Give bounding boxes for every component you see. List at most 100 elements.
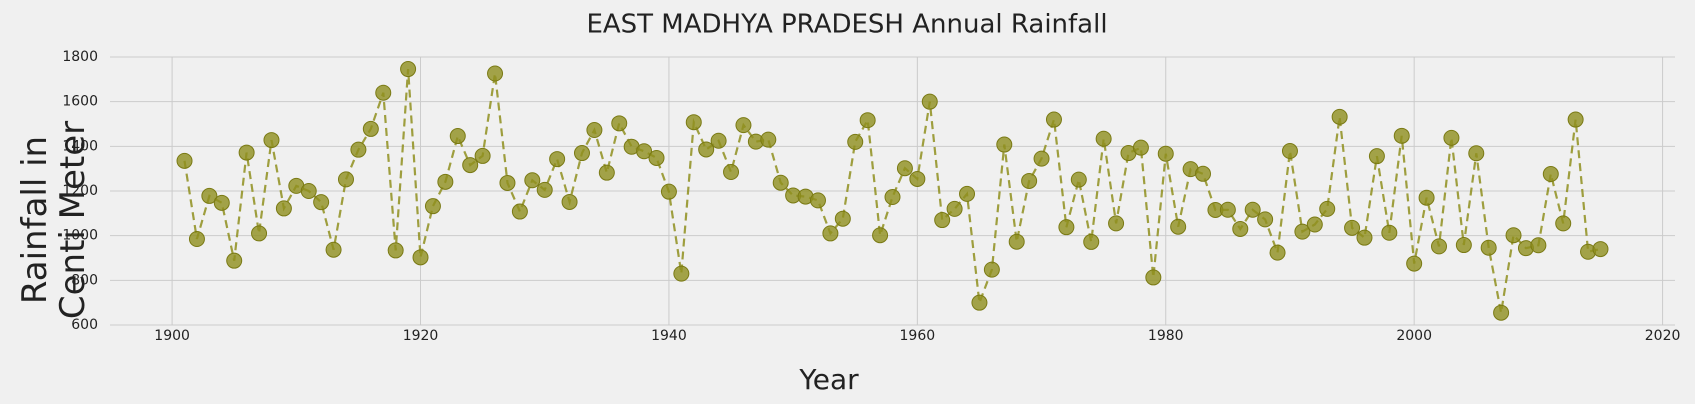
data-point <box>238 144 255 161</box>
data-point <box>996 136 1013 153</box>
data-point <box>337 171 354 188</box>
x-gridlines <box>171 57 1664 325</box>
data-point <box>1145 269 1162 286</box>
data-point <box>636 143 653 160</box>
data-point <box>499 174 516 191</box>
data-point <box>847 133 864 150</box>
data-point <box>1344 219 1361 236</box>
data-point <box>1431 238 1448 255</box>
data-point <box>1157 145 1174 162</box>
data-point <box>462 157 479 174</box>
data-point <box>375 84 392 101</box>
y-tick-label: 1000 <box>62 228 98 244</box>
chart-title: EAST MADHYA PRADESH Annual Rainfall <box>586 10 1107 40</box>
data-point <box>263 132 280 149</box>
data-point <box>213 194 230 211</box>
data-point <box>1505 227 1522 244</box>
y-tick-label: 1200 <box>62 183 98 199</box>
data-point <box>710 132 727 149</box>
y-tick-label: 1800 <box>62 49 98 65</box>
data-point <box>1244 201 1261 218</box>
x-tick-label: 2000 <box>1396 328 1432 344</box>
data-point <box>1555 215 1572 232</box>
data-point <box>188 231 205 248</box>
data-point <box>1418 189 1435 206</box>
data-point <box>1306 216 1323 233</box>
data-point <box>809 192 826 209</box>
data-point <box>350 141 367 158</box>
data-point <box>971 294 988 311</box>
data-point <box>573 145 590 162</box>
data-point <box>1070 171 1087 188</box>
data-point <box>1095 130 1112 147</box>
data-point <box>387 242 404 259</box>
data-point <box>1393 127 1410 144</box>
y-axis-label: Rainfall in Centi Meter <box>15 121 93 319</box>
data-point <box>685 114 702 131</box>
y-axis-label-line-2: Centi Meter <box>53 121 93 319</box>
data-point <box>723 164 740 181</box>
data-point <box>1542 166 1559 183</box>
data-point <box>1406 255 1423 272</box>
data-point <box>921 93 938 110</box>
y-tick-label: 1600 <box>62 94 98 110</box>
data-point <box>1294 223 1311 240</box>
y-tick-label: 1400 <box>62 138 98 154</box>
data-point <box>1592 241 1609 258</box>
data-point <box>673 265 690 282</box>
data-point <box>400 61 417 78</box>
data-point <box>1108 215 1125 232</box>
data-point <box>859 112 876 129</box>
data-point <box>1443 129 1460 146</box>
data-point <box>511 203 528 220</box>
data-point <box>660 183 677 200</box>
data-point <box>983 261 1000 278</box>
data-point <box>934 212 951 229</box>
data-point <box>536 181 553 198</box>
data-point <box>1021 172 1038 189</box>
y-gridlines <box>110 56 1675 326</box>
data-point <box>1281 143 1298 160</box>
data-point <box>1033 150 1050 167</box>
x-tick-label: 1980 <box>1148 328 1184 344</box>
data-point <box>176 152 193 169</box>
data-point <box>201 187 218 204</box>
x-tick-label: 1900 <box>154 328 190 344</box>
data-point <box>275 200 292 217</box>
y-tick-labels: 600 800 1000 1200 1400 1600 1800 <box>62 49 98 333</box>
data-point <box>487 65 504 82</box>
data-point <box>1195 165 1212 182</box>
data-point <box>586 122 603 139</box>
data-point <box>834 210 851 227</box>
data-point <box>1455 237 1472 254</box>
data-point <box>1219 201 1236 218</box>
y-tick-label: 800 <box>71 272 98 288</box>
data-point <box>896 160 913 177</box>
data-point <box>1468 145 1485 162</box>
data-point <box>300 183 317 199</box>
data-point <box>1170 218 1187 235</box>
data-point <box>251 225 268 242</box>
data-point <box>884 189 901 206</box>
data-point <box>1083 233 1100 250</box>
data-point <box>313 194 330 211</box>
data-point <box>772 174 789 191</box>
data-point <box>1368 148 1385 165</box>
data-point <box>1381 224 1398 241</box>
data-point <box>909 170 926 187</box>
data-point <box>474 147 491 164</box>
y-tick-label: 600 <box>71 317 98 333</box>
data-point <box>449 128 466 145</box>
data-point <box>1331 108 1348 125</box>
data-point <box>1530 237 1547 254</box>
data-point <box>1132 139 1149 156</box>
x-tick-label: 2020 <box>1645 328 1681 344</box>
data-point <box>1356 229 1373 246</box>
data-points <box>176 61 1609 321</box>
x-axis-label: Year <box>798 363 859 396</box>
data-point <box>698 141 715 158</box>
data-point <box>611 115 628 132</box>
data-point <box>1480 239 1497 256</box>
data-point <box>1567 111 1584 128</box>
